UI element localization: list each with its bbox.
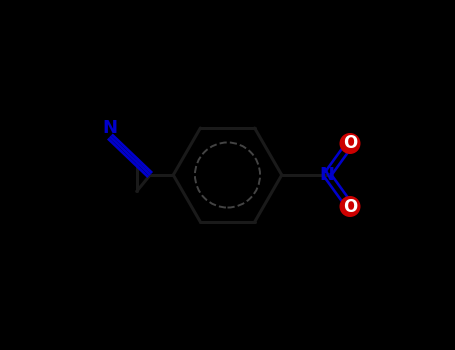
Circle shape <box>340 134 360 153</box>
Circle shape <box>340 197 360 216</box>
Text: O: O <box>343 134 357 153</box>
Text: O: O <box>343 197 357 216</box>
Text: N: N <box>320 166 335 184</box>
Text: N: N <box>102 119 117 137</box>
